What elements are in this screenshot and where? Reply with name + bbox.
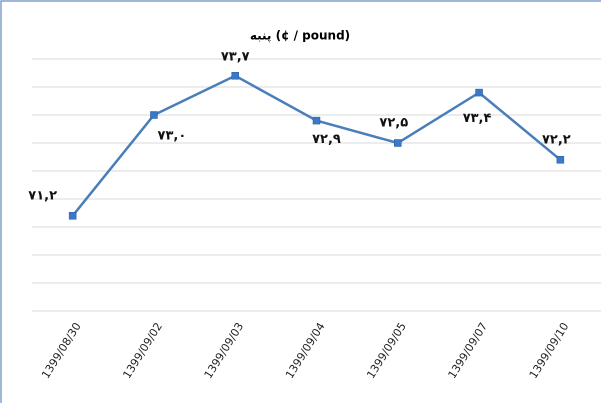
point-marker: [68, 212, 77, 220]
point-marker: [475, 88, 483, 97]
data-label: ۷۲,۹: [312, 132, 341, 147]
data-label: ۷۲,۵: [379, 116, 408, 131]
data-label: ۷۳,۴: [463, 111, 492, 126]
point-marker: [150, 111, 158, 119]
data-label: ۷۲,۲: [542, 132, 571, 147]
data-label: ۷۳,۷: [221, 49, 250, 64]
point-marker: [394, 139, 402, 147]
data-label: ۷۱,۲: [28, 188, 57, 203]
point-marker: [312, 116, 321, 125]
data-label: ۷۳,۰: [158, 129, 187, 144]
chart-title: پنبه (¢ / pound): [250, 29, 350, 43]
point-marker: [556, 156, 565, 164]
point-marker: [231, 72, 239, 80]
